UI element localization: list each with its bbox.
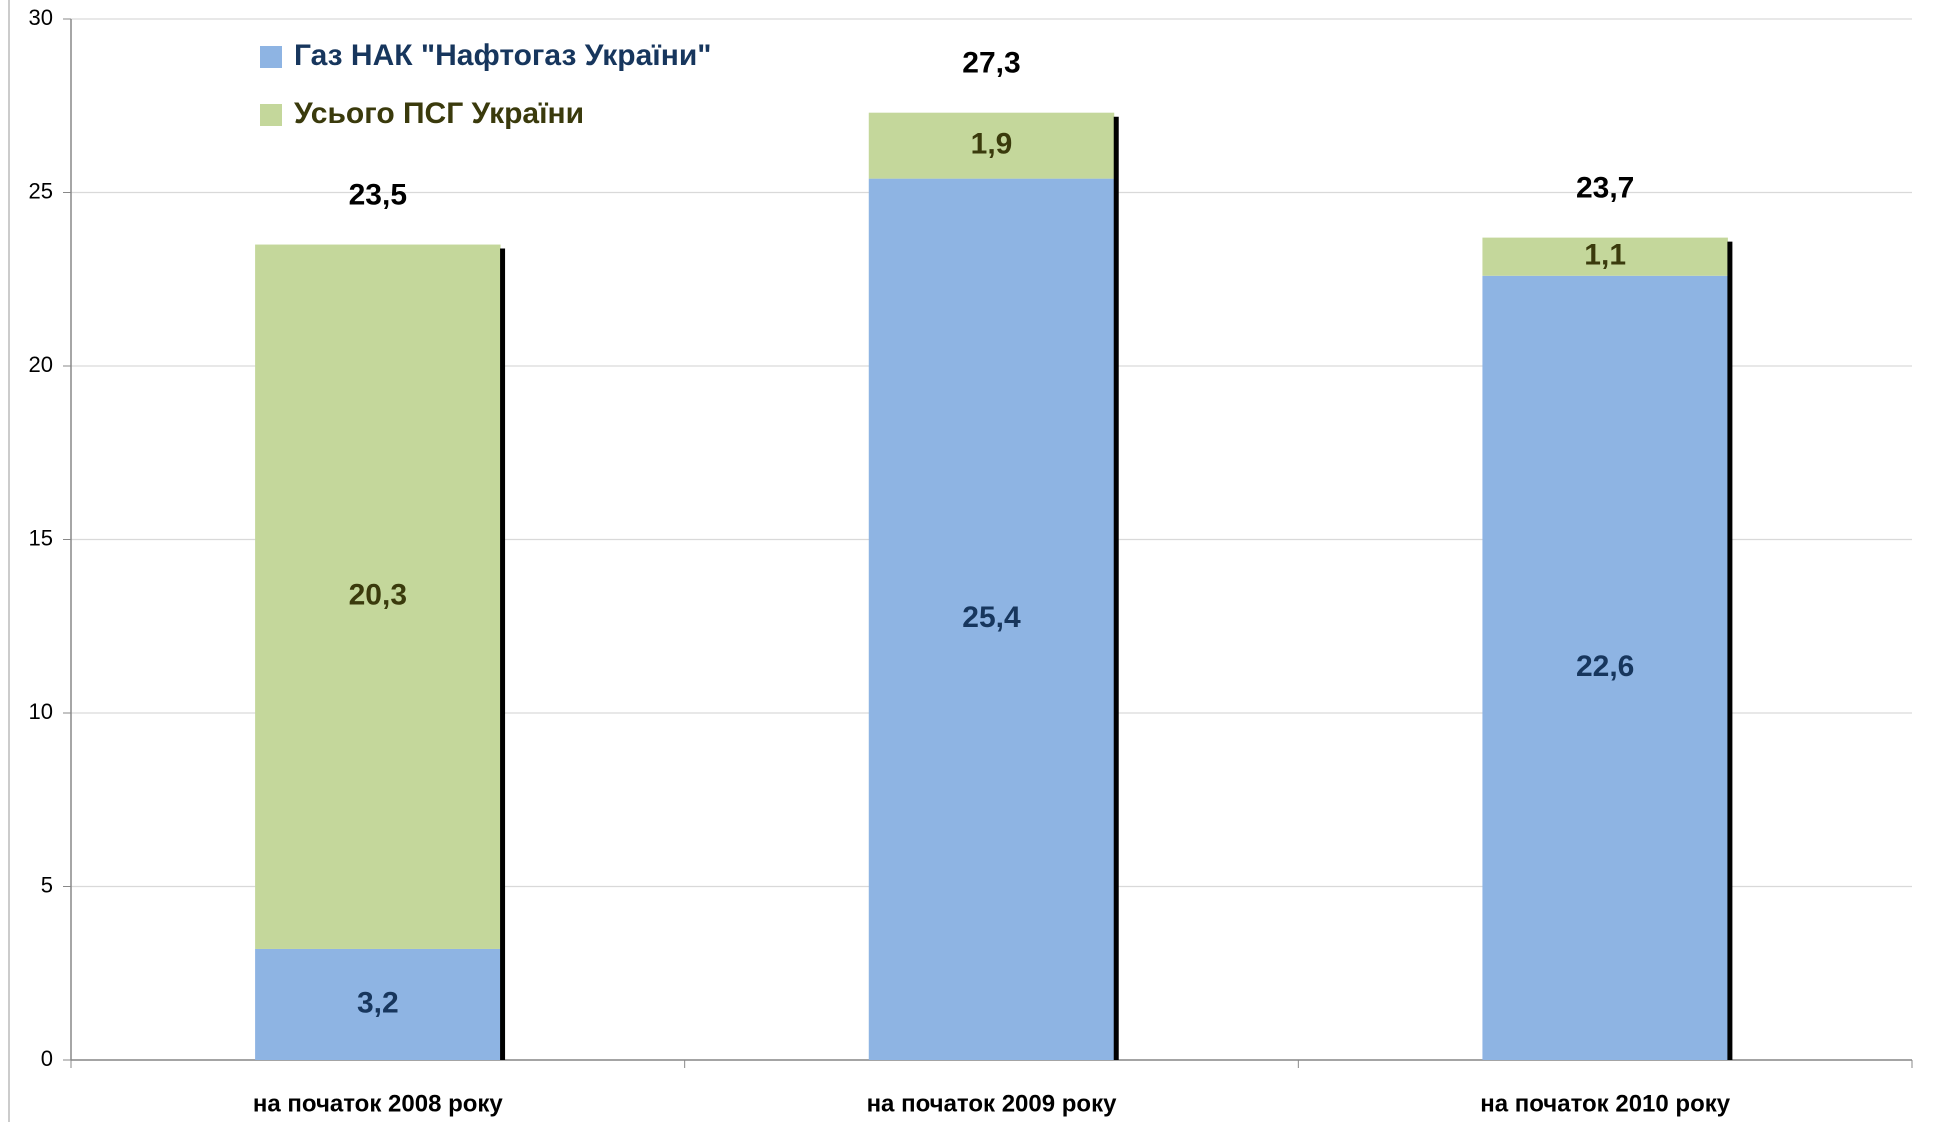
bar-segment (1482, 275, 1728, 1060)
total-label: 23,7 (1576, 172, 1634, 205)
bar-segment (868, 178, 1115, 1060)
y-tick-label: 0 (41, 1046, 53, 1071)
bar-segment (1482, 237, 1728, 276)
y-tick-label: 10 (29, 699, 53, 724)
bar-segment (255, 948, 501, 1060)
x-tick-label: на початок 2009 року (867, 1090, 1118, 1117)
y-tick-label: 25 (29, 178, 53, 203)
data-label: 3,2 (357, 986, 399, 1019)
y-tick-label: 30 (29, 5, 53, 30)
data-label: 1,1 (1584, 239, 1626, 272)
data-label: 20,3 (349, 579, 407, 612)
data-label: 22,6 (1576, 650, 1634, 683)
bar-segment (255, 244, 501, 949)
x-tick-label: на початок 2008 року (253, 1090, 504, 1117)
data-label: 25,4 (962, 601, 1021, 634)
x-tick-label: на початок 2010 року (1480, 1090, 1731, 1117)
legend-label: Усього ПСГ України (294, 97, 584, 130)
bar-segment (868, 112, 1115, 179)
data-label: 1,9 (971, 128, 1013, 161)
total-label: 23,5 (349, 178, 407, 211)
legend-swatch (260, 46, 282, 68)
legend-swatch (260, 104, 282, 126)
y-tick-label: 20 (29, 352, 53, 377)
y-tick-label: 5 (41, 872, 53, 897)
legend-label: Газ НАК "Нафтогаз України" (294, 39, 712, 72)
total-label: 27,3 (962, 47, 1020, 80)
y-tick-label: 15 (29, 525, 53, 550)
